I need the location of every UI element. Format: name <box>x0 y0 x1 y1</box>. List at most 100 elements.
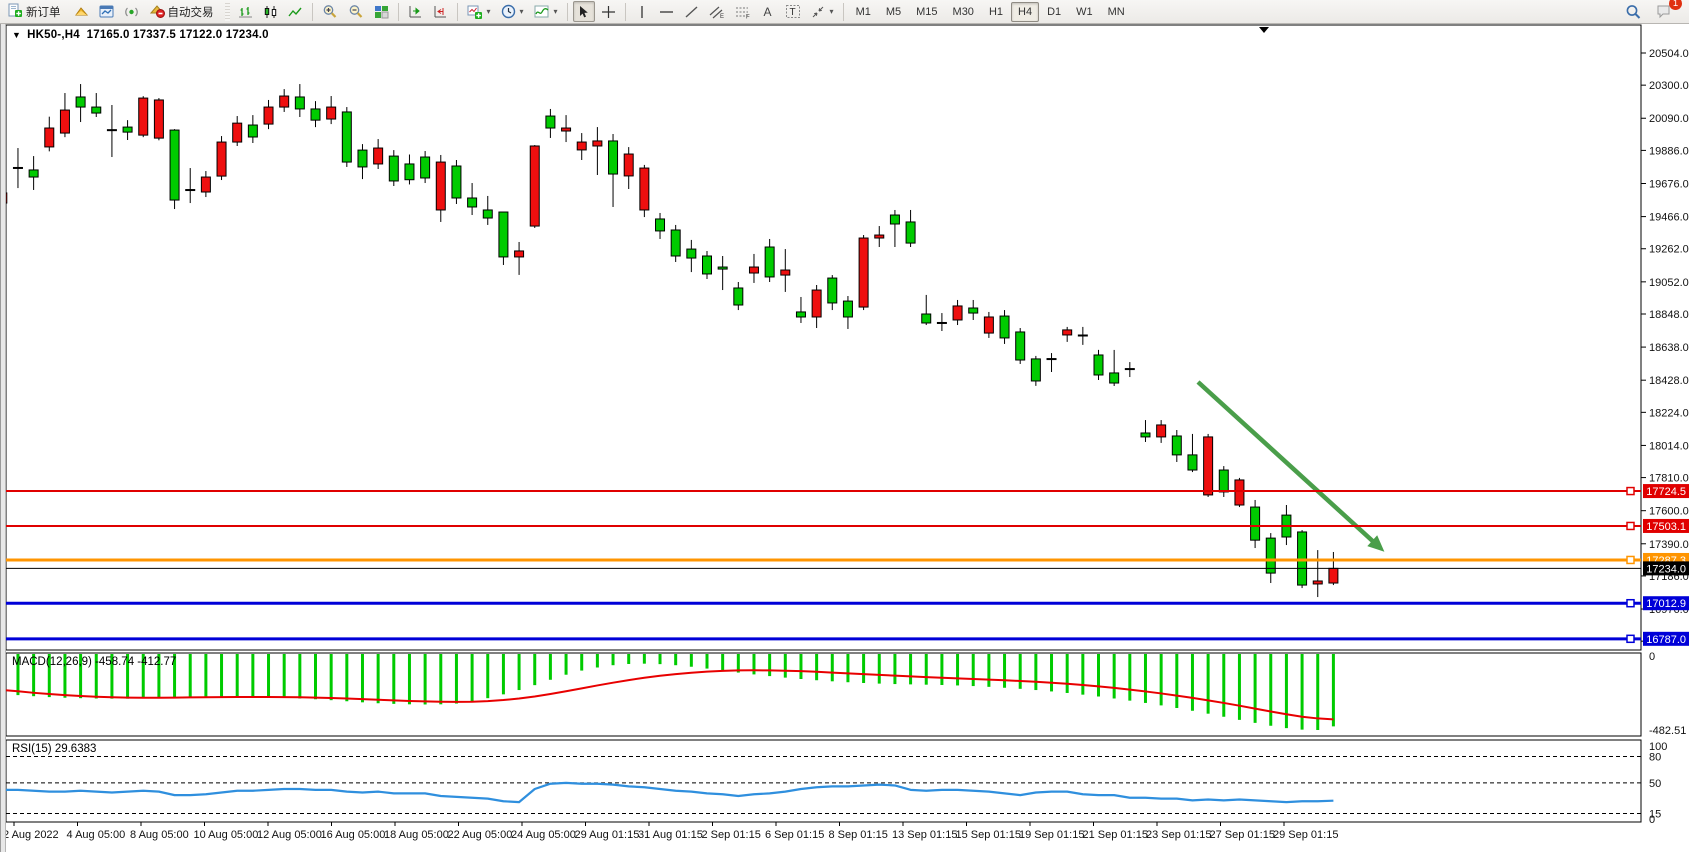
price-axis-label: 20504.0 <box>1649 48 1689 60</box>
new-order-button[interactable]: 新订单 <box>4 1 68 22</box>
price-axis-label: 19052.0 <box>1649 277 1689 289</box>
bearish-candle <box>247 124 258 138</box>
trendline-tool-button[interactable] <box>680 1 703 22</box>
auto-scroll-button[interactable] <box>404 1 427 22</box>
line-chart-button[interactable] <box>284 1 307 22</box>
price-axis-label: 18428.0 <box>1649 375 1689 387</box>
price-axis-label: 20090.0 <box>1649 113 1689 125</box>
periods-button[interactable]: ▾ <box>497 1 528 22</box>
bearish-candle <box>670 229 681 257</box>
time-axis-label: 13 Sep 01:15 <box>892 829 957 841</box>
zoom-out-button[interactable] <box>344 1 368 22</box>
vline-tool-button[interactable] <box>631 1 653 22</box>
line-handle[interactable] <box>1626 486 1635 496</box>
channel-tool-button[interactable]: E <box>705 1 729 22</box>
fibonacci-icon: F <box>735 7 750 19</box>
bullish-candle <box>1156 424 1167 438</box>
timeframe-button-w1[interactable]: W1 <box>1076 5 1093 18</box>
crosshair-tool-button[interactable] <box>597 1 620 22</box>
arrows-icon <box>812 6 823 17</box>
zoom-out-icon <box>349 5 362 18</box>
toolbar-separator <box>566 2 568 21</box>
time-axis-label: 24 Aug 05:00 <box>511 829 576 841</box>
price-axis-label: 19676.0 <box>1649 178 1689 190</box>
line-handle[interactable] <box>1626 598 1635 608</box>
bearish-candle <box>545 115 556 129</box>
bullish-candle <box>153 99 164 139</box>
zoom-in-button[interactable] <box>318 1 342 22</box>
chevron-down-icon: ▾ <box>829 7 834 16</box>
chart-symbol-period: HK50-,H4 <box>27 29 80 41</box>
rsi-panel-border <box>5 739 1642 823</box>
chart-shift-button[interactable] <box>429 1 452 22</box>
line-handle[interactable] <box>1626 634 1635 644</box>
tile-windows-icon <box>374 5 388 18</box>
text-tool-button[interactable]: A <box>757 1 779 22</box>
chart-window[interactable] <box>0 24 1689 852</box>
timeframe-button-m5[interactable]: M5 <box>885 5 902 18</box>
timeframe-button-h4[interactable]: H4 <box>1011 1 1040 22</box>
time-axis-label: 10 Aug 05:00 <box>194 829 259 841</box>
svg-text:E: E <box>720 14 724 19</box>
price-axis-label: 18638.0 <box>1649 342 1689 354</box>
time-axis[interactable]: 2 Aug 2022 4 Aug 05:00 8 Aug 05:00 10 Aug 0… <box>3 822 1338 841</box>
timeframe-button-m1[interactable]: M1 <box>855 5 871 18</box>
new-chart-button[interactable]: ▾ <box>463 1 495 22</box>
macd-panel-border <box>5 652 1642 737</box>
bearish-candle <box>1030 358 1041 382</box>
price-tag <box>1643 596 1689 611</box>
candle-chart-icon <box>264 5 276 18</box>
bearish-candle <box>1093 354 1104 376</box>
market-watch-button[interactable] <box>70 1 93 22</box>
bar-chart-button[interactable] <box>234 1 257 22</box>
timeframe-button-m15[interactable]: M15 <box>916 5 938 18</box>
bearish-candle <box>388 155 399 182</box>
trend-arrow[interactable] <box>1196 380 1379 547</box>
time-axis-label: 2 Sep 01:15 <box>702 829 761 841</box>
auto-trading-button[interactable]: 自动交易 <box>145 1 221 22</box>
line-handle[interactable] <box>1626 521 1635 531</box>
toolbar-separator <box>311 2 313 21</box>
label-tool-button[interactable]: T <box>781 1 805 22</box>
market-watch-icon <box>74 7 88 16</box>
timeframe-group: M1 M5 M15 M30 H1 H4 D1 W1 MN <box>849 1 1132 22</box>
price-axis-label: 18848.0 <box>1649 309 1689 321</box>
indicators-button[interactable]: ▾ <box>530 1 562 22</box>
macd-signal-line <box>2 669 1334 721</box>
bearish-candle <box>1140 432 1151 438</box>
data-window-button[interactable] <box>95 1 118 22</box>
strategy-signal-button[interactable] <box>120 1 143 22</box>
notifications-button[interactable]: 1 <box>1652 0 1682 22</box>
bearish-candle <box>827 277 838 304</box>
chart-shift-marker[interactable] <box>1259 27 1269 33</box>
time-axis-label: 21 Sep 01:15 <box>1083 829 1148 841</box>
time-axis-label: 8 Sep 01:15 <box>829 829 888 841</box>
time-axis-label: 2 Aug 2022 <box>3 829 59 841</box>
cursor-tool-button[interactable] <box>572 1 595 22</box>
price-tag-label: 17012.9 <box>1646 598 1686 610</box>
fibonacci-tool-button[interactable]: F <box>731 1 755 22</box>
timeframe-button-d1[interactable]: D1 <box>1047 5 1062 18</box>
tile-windows-button[interactable] <box>370 1 393 22</box>
toolbar-separator <box>397 2 399 21</box>
arrows-tool-button[interactable]: ▾ <box>807 1 838 22</box>
timeframe-button-mn[interactable]: MN <box>1107 5 1125 18</box>
price-axis-label: 18224.0 <box>1649 407 1689 419</box>
line-handle[interactable] <box>1626 555 1635 565</box>
bearish-candle <box>702 255 712 275</box>
bearish-candle <box>341 111 352 163</box>
bullish-candle <box>1328 567 1339 584</box>
search-button[interactable] <box>1621 1 1646 22</box>
plot-area[interactable] <box>0 84 1385 598</box>
timeframe-button-m30[interactable]: M30 <box>952 5 974 18</box>
bullish-candle <box>232 122 243 143</box>
bearish-candle <box>905 221 916 244</box>
bullish-candle <box>576 141 587 151</box>
trend-arrow-head[interactable] <box>1367 535 1385 552</box>
hline-tool-button[interactable] <box>655 1 678 22</box>
candle-chart-button[interactable] <box>259 1 282 22</box>
candles-layer <box>6 84 1339 598</box>
timeframe-button-h1[interactable]: H1 <box>988 5 1003 18</box>
